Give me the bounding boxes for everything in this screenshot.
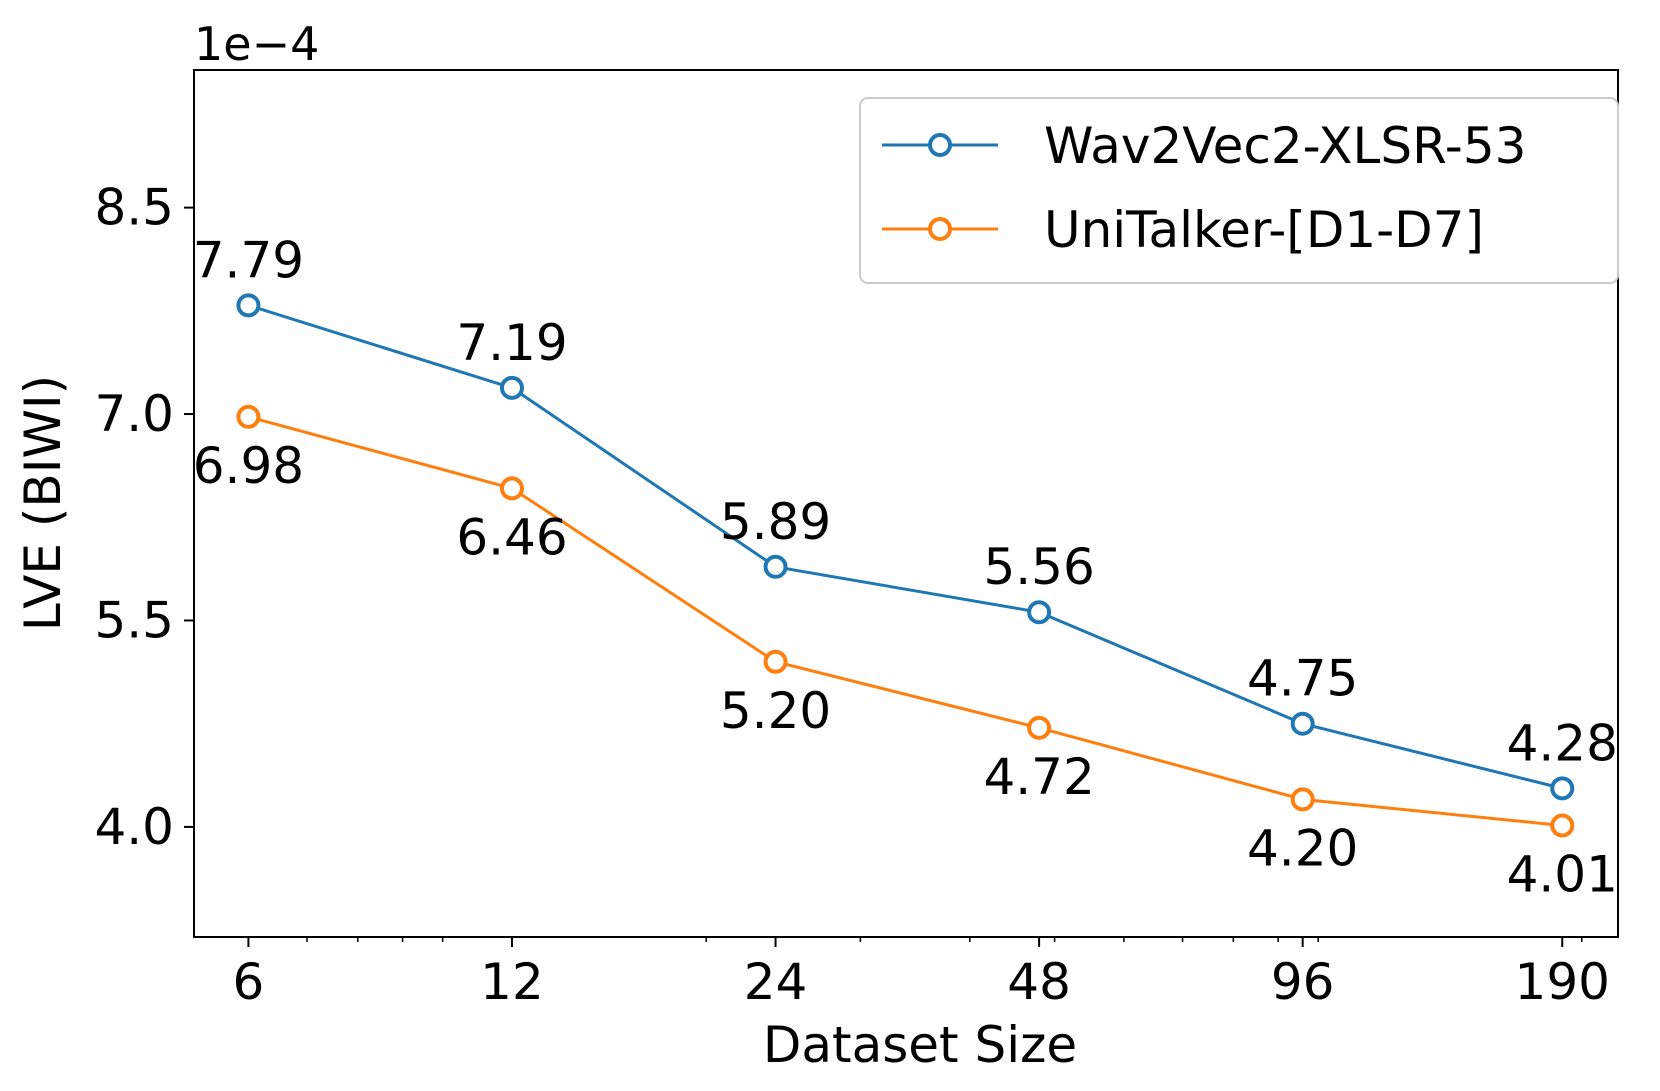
x-tick-label: 6 bbox=[233, 953, 265, 1011]
data-label: 7.79 bbox=[193, 231, 304, 289]
y-tick-label: 4.0 bbox=[94, 798, 174, 856]
data-label: 4.72 bbox=[983, 748, 1094, 806]
data-label: 5.56 bbox=[983, 538, 1094, 596]
x-tick-label: 24 bbox=[744, 953, 808, 1011]
data-point bbox=[763, 554, 788, 579]
legend-marker-wav2vec bbox=[928, 133, 952, 157]
data-point bbox=[1550, 776, 1575, 801]
x-tick-label: 12 bbox=[480, 953, 544, 1011]
data-point bbox=[1027, 600, 1052, 625]
legend-box bbox=[859, 97, 1619, 284]
series-line-unitalker bbox=[248, 415, 1563, 828]
y-axis: 4.0 5.5 7.0 8.5 bbox=[94, 179, 194, 856]
data-label: 7.19 bbox=[456, 314, 567, 372]
y-axis-label: LVE (BIWI) bbox=[14, 375, 72, 631]
data-point bbox=[1550, 813, 1575, 838]
x-tick-label: 190 bbox=[1515, 953, 1610, 1011]
x-tick-label: 48 bbox=[1007, 953, 1071, 1011]
data-point bbox=[1290, 711, 1315, 736]
legend-marker-unitalker bbox=[928, 217, 952, 241]
y-tick-label: 7.0 bbox=[94, 385, 174, 443]
y-scale-label: 1e−4 bbox=[194, 17, 319, 71]
x-axis-label: Dataset Size bbox=[763, 1016, 1077, 1074]
x-axis: 6 12 24 48 96 190 bbox=[233, 937, 1610, 1011]
data-label: 4.20 bbox=[1247, 819, 1358, 877]
data-point bbox=[499, 476, 524, 501]
data-label: 4.01 bbox=[1507, 846, 1618, 904]
data-point bbox=[1027, 715, 1052, 740]
data-point bbox=[499, 375, 524, 400]
legend-label-unitalker: UniTalker-[D1-D7] bbox=[1044, 201, 1484, 259]
data-label: 6.98 bbox=[193, 437, 304, 495]
data-label: 4.28 bbox=[1507, 714, 1618, 772]
data-point bbox=[763, 649, 788, 674]
series-layer: 7.79 7.19 5.89 5.56 4.75 4.28 6.98 6.46 5.20 4.72… bbox=[193, 231, 1618, 903]
data-label: 6.46 bbox=[456, 508, 567, 566]
data-point bbox=[1290, 787, 1315, 812]
y-tick-label: 5.5 bbox=[94, 591, 174, 649]
data-point bbox=[236, 293, 261, 318]
axes-frame bbox=[193, 69, 1619, 938]
legend-label-wav2vec: Wav2Vec2-XLSR-53 bbox=[1044, 117, 1526, 175]
data-label: 5.89 bbox=[720, 493, 831, 551]
y-tick-label: 8.5 bbox=[94, 179, 174, 237]
series-line-wav2vec bbox=[247, 303, 1563, 790]
data-label: 5.20 bbox=[720, 682, 831, 740]
legend: Wav2Vec2-XLSR-53 UniTalker-[D1-D7] bbox=[859, 97, 1619, 284]
x-tick-label: 96 bbox=[1271, 953, 1335, 1011]
data-label: 4.75 bbox=[1247, 650, 1358, 708]
data-point bbox=[236, 404, 261, 429]
